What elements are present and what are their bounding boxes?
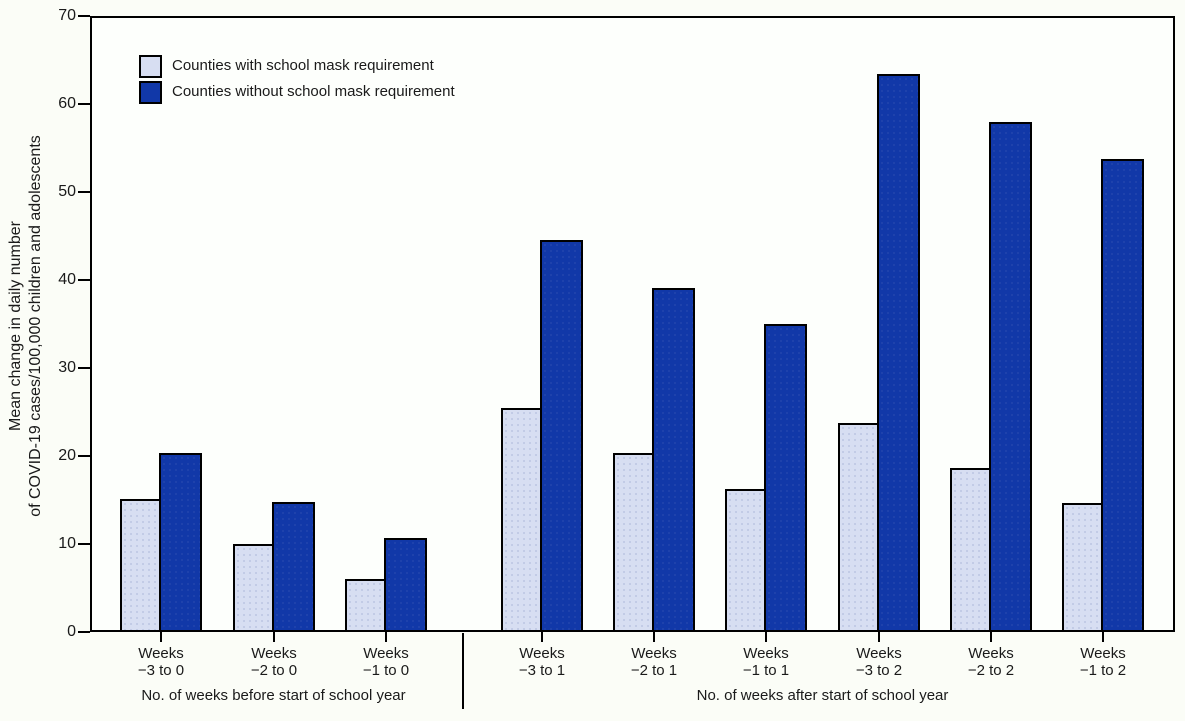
x-tick-label-line-2: −3 to 2 — [855, 662, 903, 679]
y-tick-mark — [78, 191, 90, 193]
x-tick-label-line-2: −3 to 0 — [137, 662, 185, 679]
y-tick-label: 20 — [58, 447, 76, 464]
bar-with-mask — [345, 579, 386, 632]
x-tick-label: Weeks −3 to 2 — [819, 645, 939, 679]
section-label-before: No. of weeks before start of school year — [141, 687, 406, 704]
x-tick-label-line-2: −1 to 1 — [742, 662, 790, 679]
x-tick-mark — [653, 632, 655, 642]
x-tick-mark — [1102, 632, 1104, 642]
x-tick-label: Weeks −2 to 0 — [214, 645, 334, 679]
y-tick-label: 10 — [58, 535, 76, 552]
x-tick-label: Weeks −3 to 1 — [482, 645, 602, 679]
x-tick-label-line-2: −2 to 2 — [967, 662, 1015, 679]
x-tick-label-line-2: −1 to 0 — [362, 662, 410, 679]
x-tick-label: Weeks −1 to 0 — [326, 645, 446, 679]
x-tick-label-line-1: Weeks — [138, 645, 184, 662]
y-tick-mark — [78, 455, 90, 457]
x-tick-mark — [878, 632, 880, 642]
x-tick-label: Weeks −2 to 2 — [931, 645, 1051, 679]
bar-without-mask — [764, 324, 807, 632]
y-tick-mark — [78, 279, 90, 281]
bar-without-mask — [989, 122, 1032, 632]
bar-with-mask — [725, 488, 766, 632]
bar-with-mask — [613, 453, 654, 632]
y-tick-mark — [78, 543, 90, 545]
bar-without-mask — [272, 501, 315, 632]
x-tick-label-line-1: Weeks — [1080, 645, 1126, 662]
bar-with-mask — [501, 408, 542, 632]
x-tick-mark — [273, 632, 275, 642]
bar-without-mask — [1101, 159, 1144, 632]
x-tick-label-line-2: −2 to 0 — [250, 662, 298, 679]
y-tick-mark — [78, 631, 90, 633]
x-tick-label: Weeks −3 to 0 — [101, 645, 221, 679]
y-tick-mark — [78, 103, 90, 105]
x-tick-label-line-1: Weeks — [968, 645, 1014, 662]
y-tick-label: 40 — [58, 271, 76, 288]
bar-with-mask — [233, 544, 274, 632]
legend-label-without-mask: Counties without school mask requirement — [172, 83, 455, 100]
y-tick-mark — [78, 15, 90, 17]
bar-with-mask — [838, 422, 879, 632]
bar-without-mask — [384, 537, 427, 632]
legend-label-with-mask: Counties with school mask requirement — [172, 57, 434, 74]
x-tick-label: Weeks −2 to 1 — [594, 645, 714, 679]
x-tick-mark — [765, 632, 767, 642]
x-tick-mark — [541, 632, 543, 642]
bar-without-mask — [877, 74, 920, 632]
x-tick-mark — [990, 632, 992, 642]
bar-with-mask — [120, 499, 161, 632]
x-tick-label-line-1: Weeks — [363, 645, 409, 662]
y-tick-label: 0 — [67, 623, 76, 640]
y-tick-label: 50 — [58, 183, 76, 200]
section-divider — [462, 633, 464, 709]
x-tick-label-line-1: Weeks — [519, 645, 565, 662]
x-tick-label-line-1: Weeks — [743, 645, 789, 662]
x-tick-label-line-1: Weeks — [631, 645, 677, 662]
legend-item-without-mask: Counties without school mask requirement — [139, 80, 455, 104]
x-tick-label-line-1: Weeks — [251, 645, 297, 662]
x-tick-mark — [160, 632, 162, 642]
section-label-after: No. of weeks after start of school year — [696, 687, 949, 704]
x-tick-mark — [385, 632, 387, 642]
bar-with-mask — [950, 468, 991, 632]
y-tick-label: 60 — [58, 95, 76, 112]
bar-with-mask — [1062, 502, 1103, 632]
bar-without-mask — [652, 287, 695, 632]
y-tick-label: 30 — [58, 359, 76, 376]
bar-without-mask — [540, 240, 583, 632]
legend-swatch-without-mask — [139, 80, 162, 104]
x-tick-label: Weeks −1 to 2 — [1043, 645, 1163, 679]
legend-swatch-with-mask — [139, 54, 162, 78]
x-tick-label: Weeks −1 to 1 — [706, 645, 826, 679]
y-tick-mark — [78, 367, 90, 369]
x-tick-label-line-2: −3 to 1 — [518, 662, 566, 679]
x-tick-label-line-2: −1 to 2 — [1079, 662, 1127, 679]
y-tick-label: 70 — [58, 7, 76, 24]
bar-without-mask — [159, 453, 202, 632]
legend: Counties with school mask requirement Co… — [139, 54, 455, 107]
x-tick-label-line-2: −2 to 1 — [630, 662, 678, 679]
legend-item-with-mask: Counties with school mask requirement — [139, 54, 455, 78]
x-tick-label-line-1: Weeks — [856, 645, 902, 662]
